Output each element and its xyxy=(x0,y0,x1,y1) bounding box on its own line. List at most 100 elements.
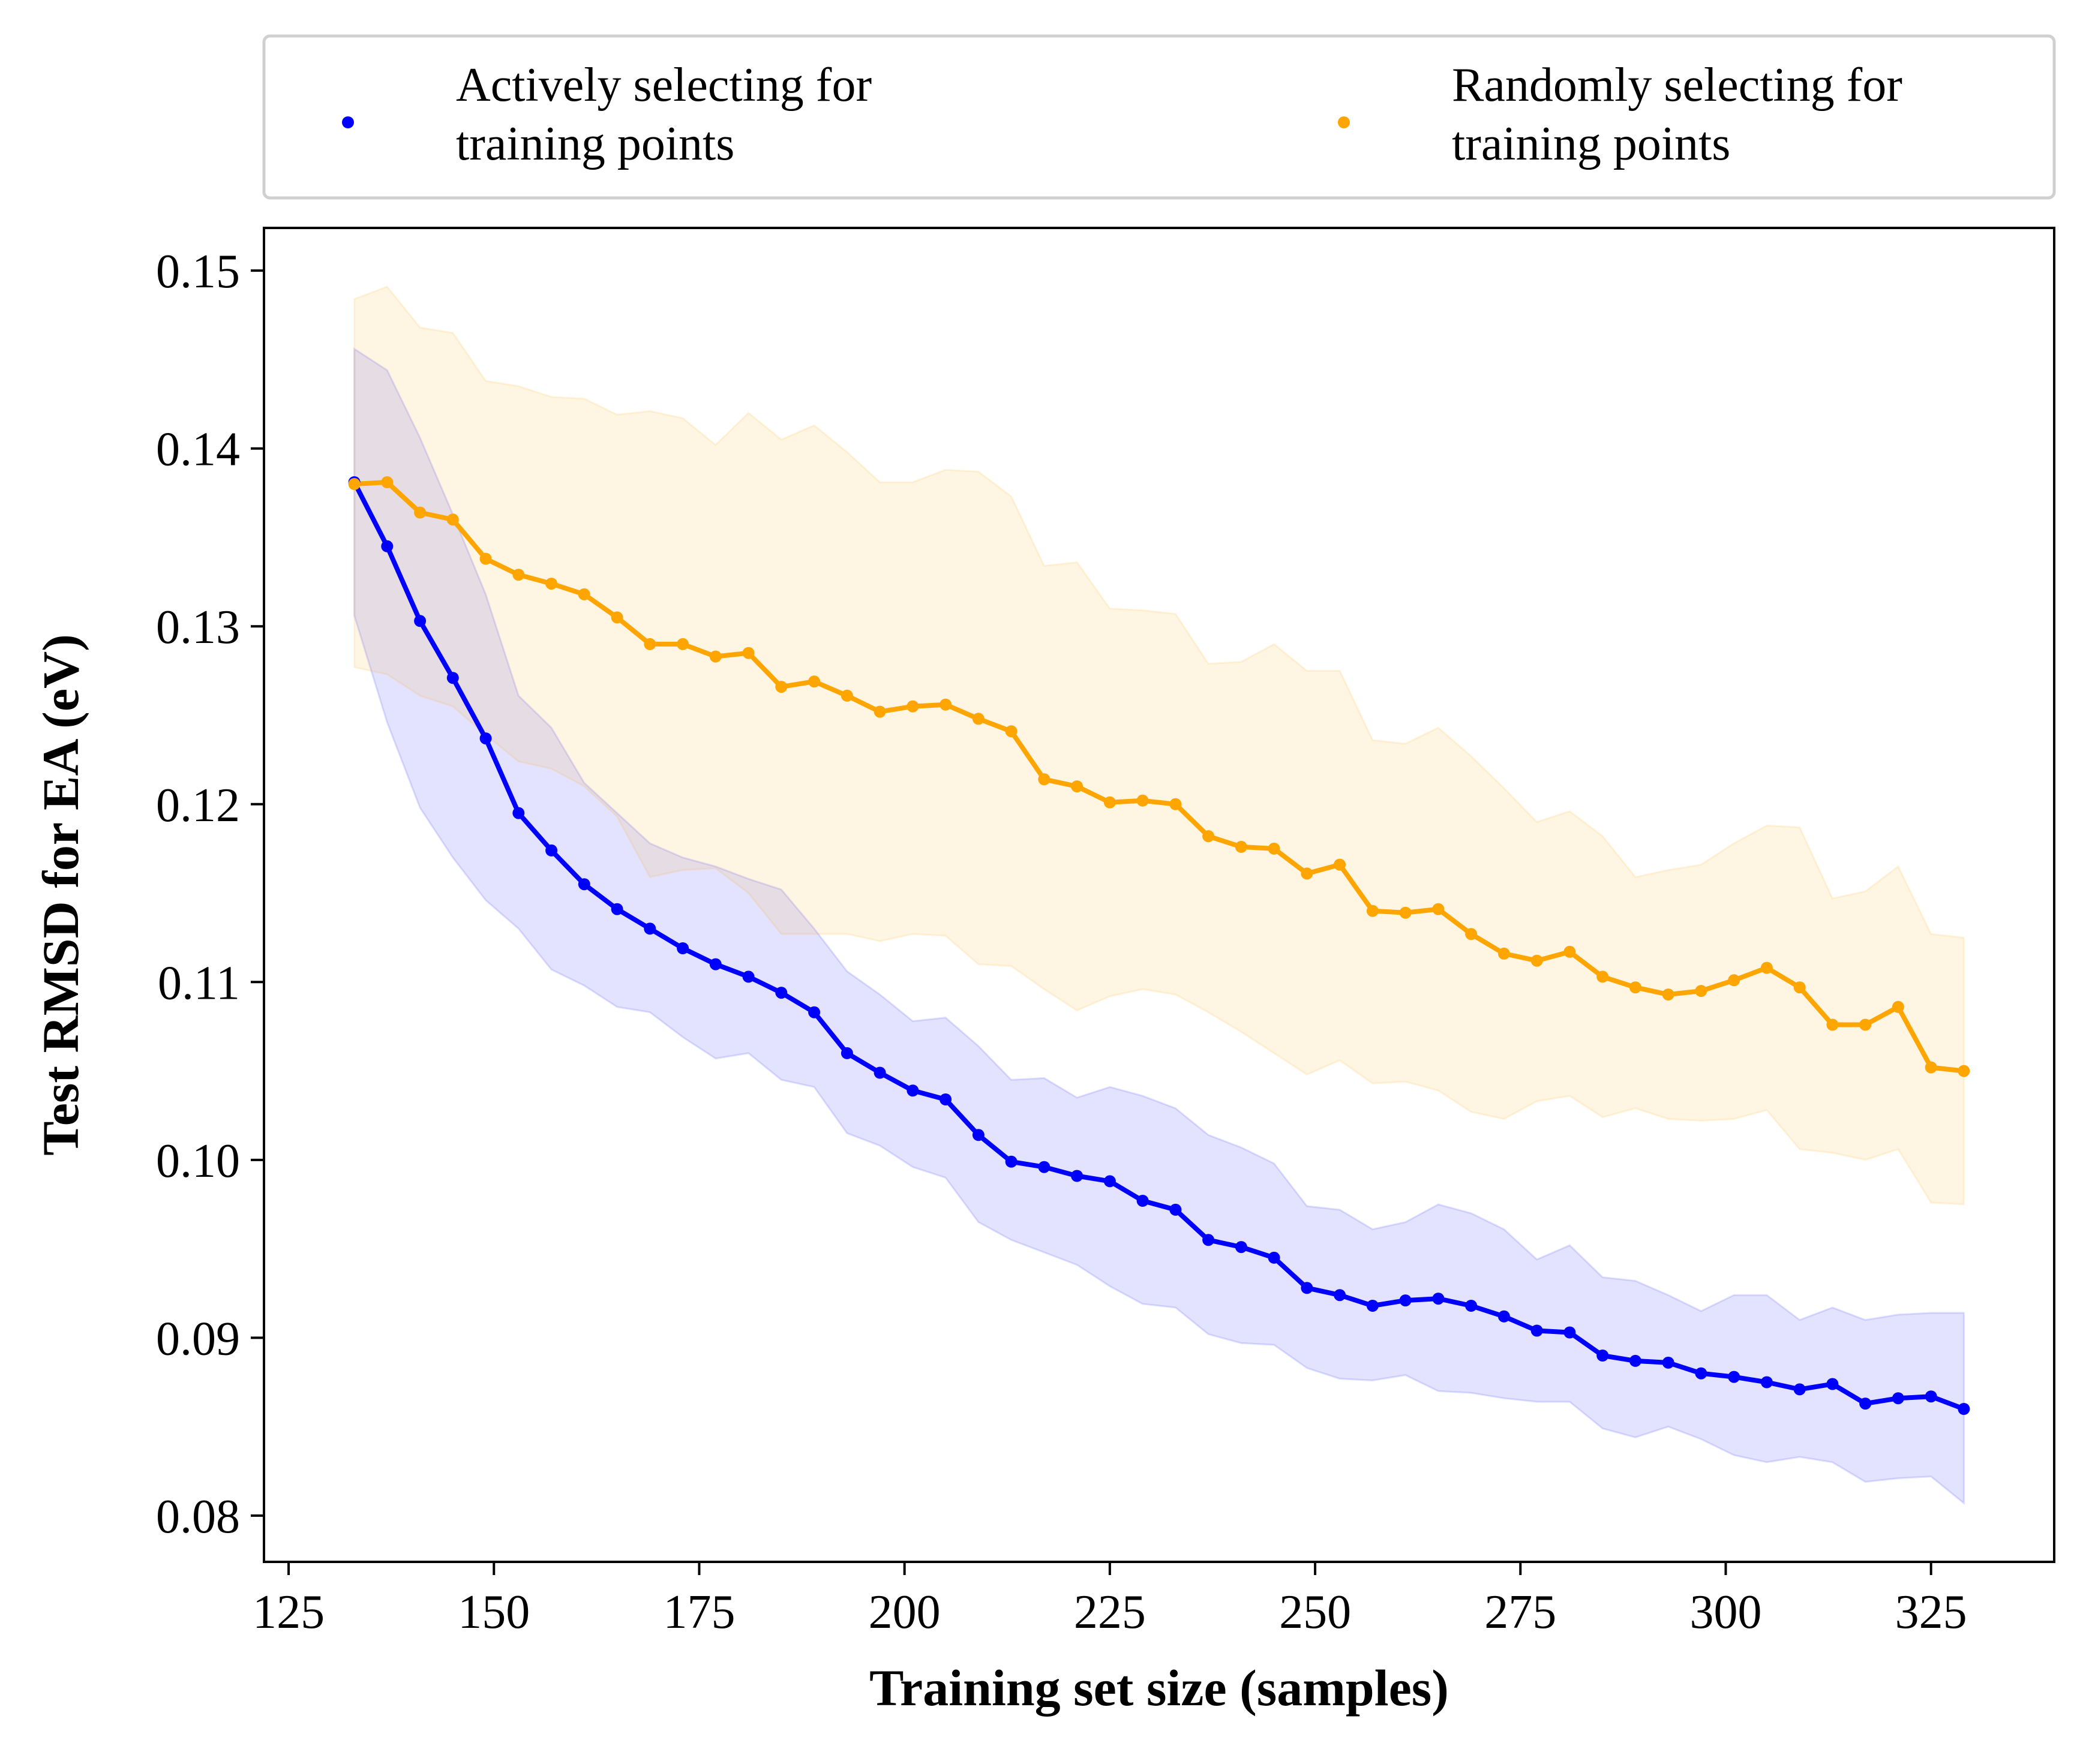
y-tick-label: 0.15 xyxy=(156,245,240,298)
point-random xyxy=(1136,794,1149,807)
point-active xyxy=(1366,1300,1379,1312)
point-random xyxy=(1925,1061,1937,1074)
point-random xyxy=(1629,981,1641,994)
y-axis-ticks: 0.08 0.09 0.10 0.11 0.12 0.13 0.14 0.15 xyxy=(156,245,264,1543)
point-active xyxy=(1465,1300,1478,1312)
point-active xyxy=(841,1047,853,1059)
point-active xyxy=(611,903,623,915)
series-points xyxy=(348,476,1970,1415)
y-tick-label: 0.13 xyxy=(156,601,240,654)
point-active xyxy=(1925,1390,1937,1403)
point-active xyxy=(1826,1378,1839,1390)
point-random xyxy=(1465,928,1478,940)
point-random xyxy=(775,681,788,693)
legend-label-active-line1: Actively selecting for xyxy=(456,59,872,112)
point-random xyxy=(381,476,394,488)
point-active xyxy=(512,807,525,819)
point-random xyxy=(677,638,689,650)
point-active xyxy=(1859,1398,1872,1410)
point-random xyxy=(1005,725,1018,738)
point-active xyxy=(940,1093,952,1105)
point-random xyxy=(972,713,985,725)
point-random xyxy=(1859,1018,1872,1031)
point-random xyxy=(1728,974,1740,987)
point-active xyxy=(1005,1155,1018,1168)
point-active xyxy=(808,1006,821,1018)
point-random xyxy=(742,647,755,659)
point-active xyxy=(972,1129,985,1141)
point-random xyxy=(709,650,722,663)
point-active xyxy=(742,970,755,983)
point-random xyxy=(1958,1065,1970,1077)
point-random xyxy=(940,698,952,711)
point-active xyxy=(1793,1383,1806,1396)
point-random xyxy=(1202,830,1215,843)
point-random xyxy=(1103,796,1116,809)
point-random xyxy=(1399,906,1412,919)
legend-marker-random xyxy=(1338,116,1350,128)
x-tick-label: 300 xyxy=(1689,1586,1761,1639)
point-active xyxy=(381,540,394,552)
point-active xyxy=(1958,1403,1970,1415)
point-random xyxy=(841,689,853,702)
point-active xyxy=(1596,1350,1609,1362)
point-active xyxy=(1760,1376,1773,1389)
y-axis-title: Test RMSD for EA (eV) xyxy=(32,634,89,1156)
legend-label-active-line2: training points xyxy=(456,118,734,170)
point-active xyxy=(1662,1356,1674,1369)
point-random xyxy=(1366,904,1379,917)
point-random xyxy=(874,705,886,718)
point-random xyxy=(1038,773,1050,786)
point-random xyxy=(1662,988,1674,1001)
point-random xyxy=(1268,842,1280,855)
point-active xyxy=(479,732,492,745)
x-tick-label: 175 xyxy=(663,1586,735,1639)
x-tick-label: 200 xyxy=(869,1586,941,1639)
y-tick-label: 0.11 xyxy=(158,957,240,1009)
point-active xyxy=(1136,1195,1149,1207)
point-random xyxy=(1793,981,1806,994)
point-active xyxy=(1497,1310,1510,1323)
point-random xyxy=(644,638,656,650)
point-random xyxy=(1563,945,1576,958)
x-axis-ticks: 125 150 175 200 225 250 275 300 325 xyxy=(253,1562,1967,1639)
point-random xyxy=(1235,840,1247,853)
point-random xyxy=(1760,961,1773,974)
point-active xyxy=(1268,1251,1280,1264)
y-tick-label: 0.14 xyxy=(156,423,240,476)
point-active xyxy=(1235,1241,1247,1254)
point-random xyxy=(446,513,459,526)
legend: Actively selecting for training points R… xyxy=(262,34,2056,200)
point-active xyxy=(545,844,558,857)
point-random xyxy=(578,588,590,600)
point-active xyxy=(1530,1324,1543,1337)
point-active xyxy=(644,922,656,935)
y-tick-label: 0.12 xyxy=(156,779,240,832)
point-active xyxy=(446,672,459,684)
point-random xyxy=(348,478,361,490)
point-active xyxy=(1038,1161,1050,1173)
point-random xyxy=(1071,780,1083,793)
point-active xyxy=(1169,1203,1182,1216)
point-random xyxy=(1826,1018,1839,1031)
point-random xyxy=(1301,867,1313,880)
point-active xyxy=(1695,1367,1707,1380)
point-random xyxy=(1432,903,1445,915)
point-random xyxy=(1596,970,1609,983)
point-active xyxy=(1563,1326,1576,1339)
legend-label-random-line1: Randomly selecting for xyxy=(1452,59,1902,112)
point-random xyxy=(611,611,623,624)
plot-frame xyxy=(263,227,2055,1563)
point-random xyxy=(1530,954,1543,967)
point-active xyxy=(1892,1392,1904,1405)
point-random xyxy=(1695,985,1707,997)
point-active xyxy=(1301,1282,1313,1294)
point-active xyxy=(1399,1294,1412,1307)
x-tick-label: 325 xyxy=(1895,1586,1967,1639)
point-active xyxy=(1432,1293,1445,1305)
point-active xyxy=(1629,1354,1641,1367)
point-random xyxy=(1892,1000,1904,1013)
legend-box xyxy=(262,34,2056,200)
